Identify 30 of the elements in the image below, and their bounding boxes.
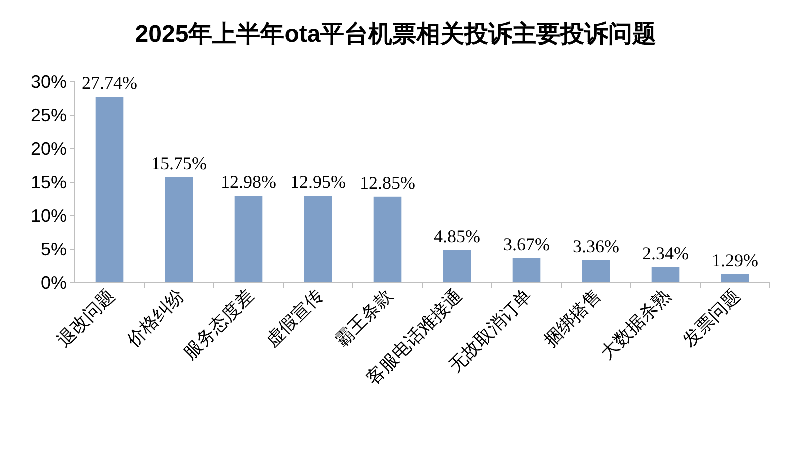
bar	[304, 196, 332, 283]
y-tick-label: 5%	[40, 240, 67, 260]
y-tick-label: 25%	[30, 106, 67, 126]
y-tick-label: 20%	[30, 139, 67, 159]
data-label: 15.75%	[152, 153, 207, 174]
bar	[582, 260, 610, 283]
data-label: 3.36%	[573, 236, 620, 256]
bar	[652, 267, 680, 283]
bar	[234, 196, 263, 283]
y-tick-label: 0%	[40, 273, 67, 293]
bar	[374, 196, 402, 283]
bar	[443, 250, 472, 283]
bar	[165, 177, 194, 283]
x-tick-label: 虚假宣传	[262, 286, 328, 351]
y-tick-label: 10%	[30, 206, 67, 226]
data-label: 12.95%	[290, 172, 346, 192]
data-label: 4.85%	[434, 226, 480, 247]
bar	[721, 274, 750, 283]
data-label: 1.29%	[712, 250, 758, 270]
chart-title: 2025年上半年ota平台机票相关投诉主要投诉问题	[135, 20, 657, 48]
data-label: 27.74%	[82, 73, 138, 94]
data-label: 3.67%	[504, 234, 550, 254]
bar	[96, 97, 124, 283]
data-label: 12.85%	[360, 172, 416, 193]
data-label: 2.34%	[642, 243, 689, 264]
bar	[512, 258, 541, 283]
x-tick-label: 发票问题	[679, 286, 744, 351]
y-tick-label: 15%	[30, 172, 67, 192]
y-tick-label: 30%	[30, 72, 67, 92]
data-label: 12.98%	[221, 172, 276, 192]
